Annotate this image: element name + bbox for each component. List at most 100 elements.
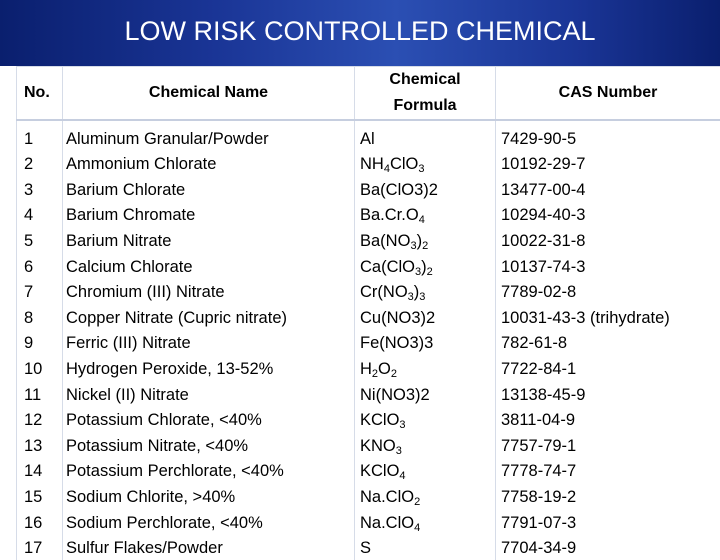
formula-text: S — [360, 539, 371, 557]
formula-subscript: 4 — [414, 522, 420, 534]
formula-text: Ca(ClO — [360, 258, 415, 276]
row-number: 17 — [17, 535, 63, 560]
row-number: 15 — [17, 483, 63, 509]
formula-subscript: 2 — [391, 368, 397, 380]
chemical-name-cell: Nickel (II) Nitrate — [63, 381, 355, 407]
formula-text: Fe(NO3)3 — [360, 334, 433, 352]
cas-number-cell: 10137-74-3 — [496, 253, 720, 279]
chemical-formula-cell: Al — [355, 120, 496, 151]
chemical-formula-cell: S — [355, 535, 496, 560]
chemical-formula-cell: KNO3 — [355, 432, 496, 458]
cas-number-cell: 7758-19-2 — [496, 483, 720, 509]
cas-number-cell: 7429-90-5 — [496, 120, 720, 151]
formula-subscript: 2 — [422, 240, 428, 252]
chemical-name-cell: Sodium Perchlorate, <40% — [63, 509, 355, 535]
row-number: 14 — [17, 458, 63, 484]
chemical-name-cell: Barium Chromate — [63, 202, 355, 228]
row-number: 10 — [17, 355, 63, 381]
chemical-formula-cell: Ca(ClO3)2 — [355, 253, 496, 279]
chemical-name-cell: Potassium Chlorate, <40% — [63, 407, 355, 433]
row-number: 13 — [17, 432, 63, 458]
formula-text: Ni(NO3)2 — [360, 386, 430, 404]
formula-subscript: 2 — [414, 496, 420, 508]
formula-text: Al — [360, 130, 375, 148]
cas-number-cell: 10022-31-8 — [496, 227, 720, 253]
row-number: 7 — [17, 279, 63, 305]
formula-text: Ba.Cr.O — [360, 206, 419, 224]
cas-number-cell: 7778-74-7 — [496, 458, 720, 484]
page-title: LOW RISK CONTROLLED CHEMICAL — [0, 16, 720, 47]
row-number: 16 — [17, 509, 63, 535]
row-number: 12 — [17, 407, 63, 433]
chemical-formula-cell: KClO3 — [355, 407, 496, 433]
cas-number-cell: 7757-79-1 — [496, 432, 720, 458]
chemical-name-cell: Sulfur Flakes/Powder — [63, 535, 355, 560]
chemical-formula-cell: Na.ClO2 — [355, 483, 496, 509]
formula-text: KNO — [360, 437, 396, 455]
cas-number-cell: 7704-34-9 — [496, 535, 720, 560]
formula-subscript: 3 — [419, 291, 425, 303]
row-number: 5 — [17, 227, 63, 253]
chemical-formula-cell: Cr(NO3)3 — [355, 279, 496, 305]
formula-text: Na.ClO — [360, 514, 414, 532]
header-row: No. Chemical Name Chemical Formula CAS N… — [17, 67, 720, 121]
chemical-formula-cell: Fe(NO3)3 — [355, 330, 496, 356]
row-number: 1 — [17, 120, 63, 151]
chemical-formula-cell: Ba(NO3)2 — [355, 227, 496, 253]
formula-text: KClO — [360, 411, 399, 429]
cas-number-cell: 10294-40-3 — [496, 202, 720, 228]
formula-text: Na.ClO — [360, 488, 414, 506]
row-number: 9 — [17, 330, 63, 356]
cas-number-cell: 782-61-8 — [496, 330, 720, 356]
cas-number-cell: 3811-04-9 — [496, 407, 720, 433]
chemical-name-cell: Potassium Nitrate, <40% — [63, 432, 355, 458]
chemical-name-cell: Sodium Chlorite, >40% — [63, 483, 355, 509]
header-cas-number: CAS Number — [496, 67, 720, 121]
formula-text: O — [378, 360, 391, 378]
formula-text: Ba(NO — [360, 232, 410, 250]
row-number: 8 — [17, 304, 63, 330]
formula-text: Cr(NO — [360, 283, 408, 301]
cas-number-cell: 10192-29-7 — [496, 151, 720, 177]
row-number: 6 — [17, 253, 63, 279]
chemical-name-cell: Ferric (III) Nitrate — [63, 330, 355, 356]
header-formula-line2: Formula — [393, 97, 456, 114]
formula-subscript: 2 — [427, 266, 433, 278]
cas-number-cell: 13138-45-9 — [496, 381, 720, 407]
chemical-name-cell: Barium Chlorate — [63, 176, 355, 202]
formula-subscript: 4 — [399, 470, 405, 482]
chemical-name-cell: Hydrogen Peroxide, 13-52% — [63, 355, 355, 381]
formula-text: H — [360, 360, 372, 378]
chemical-name-cell: Copper Nitrate (Cupric nitrate) — [63, 304, 355, 330]
cas-number-cell: 10031-43-3 (trihydrate) — [496, 304, 720, 330]
chemical-formula-cell: H2O2 — [355, 355, 496, 381]
chemical-formula-cell: Ba.Cr.O4 — [355, 202, 496, 228]
chemical-name-cell: Calcium Chlorate — [63, 253, 355, 279]
header-chemical-formula: Chemical Formula — [355, 67, 496, 121]
row-number: 11 — [17, 381, 63, 407]
formula-text: Ba(ClO3)2 — [360, 181, 438, 199]
formula-text: KClO — [360, 462, 399, 480]
formula-subscript: 4 — [419, 214, 425, 226]
header-chemical-name: Chemical Name — [63, 67, 355, 121]
chemical-formula-cell: Cu(NO3)2 — [355, 304, 496, 330]
row-number: 4 — [17, 202, 63, 228]
chemical-formula-cell: Na.ClO4 — [355, 509, 496, 535]
cas-number-cell: 7789-02-8 — [496, 279, 720, 305]
formula-subscript: 3 — [418, 163, 424, 175]
